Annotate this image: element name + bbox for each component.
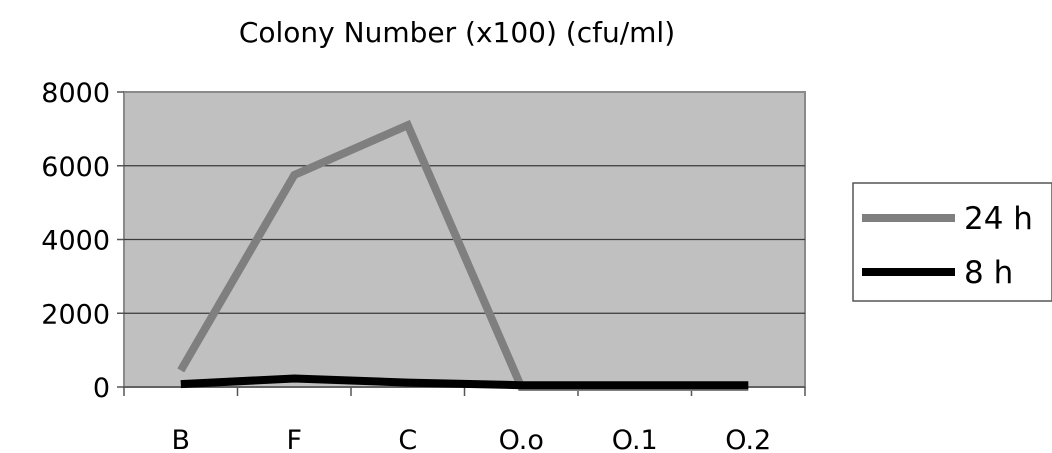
legend-label: 8 h [964, 255, 1013, 291]
x-tick-label: C [398, 425, 417, 453]
x-tick-label: O.o [499, 425, 544, 453]
x-tick-label: F [286, 425, 302, 453]
legend-box [852, 182, 1052, 302]
series-line-8h [180, 374, 749, 390]
gridlines [124, 165, 805, 314]
y-axis: 0 2000 4000 6000 8000 [41, 78, 124, 404]
legend: 24 h 8 h [852, 182, 1052, 302]
x-tick-label: O.1 [612, 425, 658, 453]
legend-label: 24 h [964, 201, 1033, 237]
y-tick-label: 6000 [41, 152, 110, 183]
y-tick-label: 4000 [41, 226, 110, 257]
x-tick-label: B [171, 425, 190, 453]
x-tick-label: O.2 [725, 425, 771, 453]
chart-title: Colony Number (x100) (cfu/ml) [239, 16, 675, 49]
y-tick-label: 0 [93, 373, 110, 404]
x-axis: B F C O.o O.1 O.2 [123, 386, 806, 453]
y-tick-label: 2000 [41, 299, 110, 330]
y-tick-label: 8000 [41, 78, 110, 109]
series-lines [177, 119, 749, 391]
